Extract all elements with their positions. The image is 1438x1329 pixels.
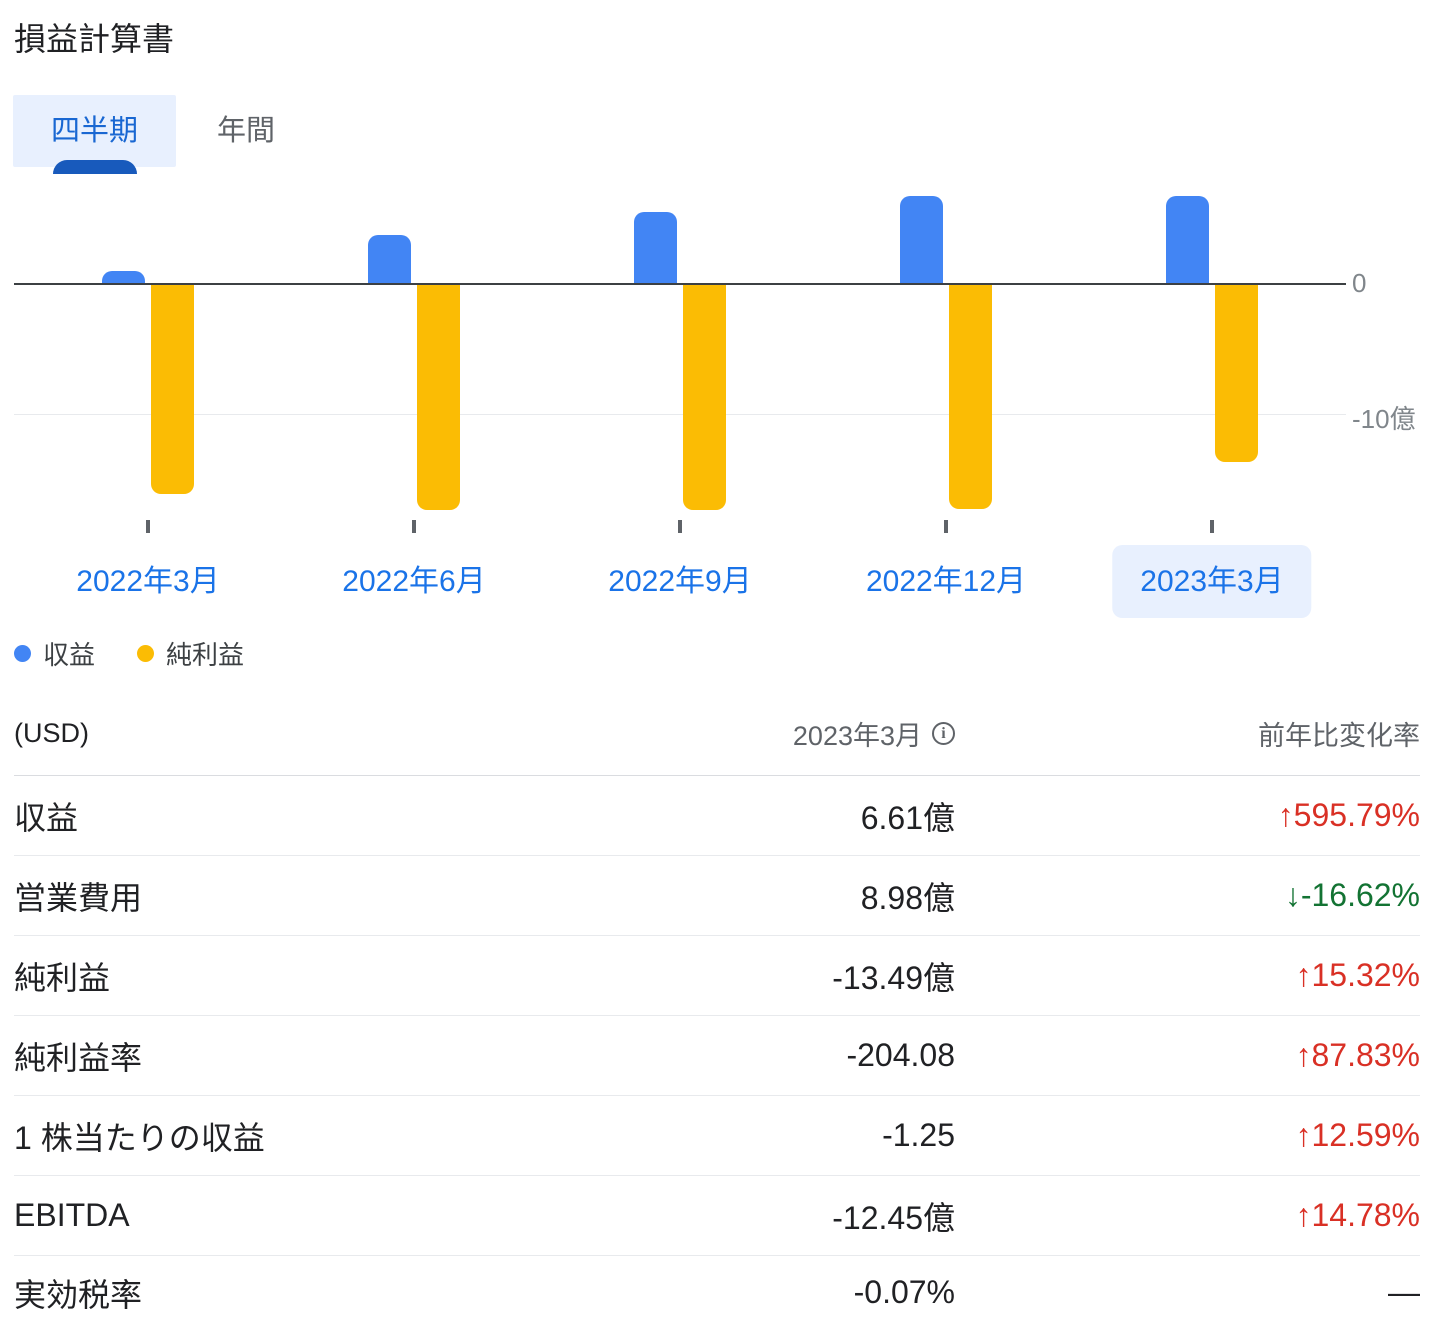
row-label: 実効税率 [14, 1276, 143, 1313]
legend-item-revenue: 収益 [14, 635, 95, 672]
tab-quarterly-label: 四半期 [50, 115, 138, 147]
chart-legend: 収益 純利益 [14, 635, 244, 672]
row-label: 純利益率 [14, 1039, 143, 1076]
bar-net-income-0 [151, 285, 194, 494]
row-value: 6.61億 [860, 799, 955, 836]
legend-dot-revenue [14, 645, 31, 662]
page-title: 損益計算書 [14, 21, 175, 57]
row-label: 純利益 [14, 959, 111, 996]
table-body: 収益 6.61億 ↑595.79% 営業費用 8.98億 ↓-16.62% 純利益 -13.4… [14, 776, 1420, 1329]
change-column-header: 前年比変化率 [1258, 721, 1420, 751]
row-label: EBITDA [14, 1197, 130, 1233]
zero-axis-line [14, 283, 1346, 285]
y-axis-label-zero: 0 [1352, 268, 1367, 298]
legend-label-net-income: 純利益 [166, 640, 245, 670]
row-change: ↑595.79% [1277, 797, 1420, 833]
row-value: -0.07% [853, 1274, 955, 1310]
table-row-1: 営業費用 8.98億 ↓-16.62% [14, 856, 1420, 936]
period-column-header: 2023年3月 i [435, 714, 955, 753]
row-change: ↓-16.62% [1284, 877, 1420, 913]
x-tick-2 [678, 520, 682, 533]
table-row-2: 純利益 -13.49億 ↑15.32% [14, 936, 1420, 1016]
gridline-neg10 [14, 414, 1346, 415]
bar-revenue-2 [634, 211, 677, 283]
bar-net-income-2 [683, 285, 726, 511]
row-change: — [1388, 1274, 1420, 1310]
currency-label: (USD) [14, 718, 89, 748]
row-value: -13.49億 [832, 959, 955, 996]
period-tabs: 四半期 年間 [13, 95, 285, 174]
row-value: -12.45億 [832, 1199, 955, 1236]
bar-revenue-4 [1166, 196, 1209, 283]
row-change: ↑12.59% [1295, 1117, 1420, 1153]
row-value: 8.98億 [860, 879, 955, 916]
x-label-2[interactable]: 2022年9月 [608, 565, 752, 598]
x-tick-1 [412, 520, 416, 533]
bar-revenue-0 [102, 270, 145, 283]
tab-annual[interactable]: 年間 [207, 95, 285, 167]
row-value: -204.08 [846, 1037, 955, 1073]
bar-chart: 0 -10億 2022年3月 2022年6月 2022年9月 2022年12月 2023… [0, 180, 1438, 680]
bar-net-income-3 [949, 285, 992, 509]
table-row-5: EBITDA -12.45億 ↑14.78% [14, 1176, 1420, 1256]
bar-revenue-3 [900, 195, 943, 283]
table-row-3: 純利益率 -204.08 ↑87.83% [14, 1016, 1420, 1096]
row-value: -1.25 [882, 1117, 955, 1153]
row-label: 1 株当たりの収益 [14, 1119, 265, 1156]
bar-net-income-4 [1215, 285, 1258, 462]
x-label-3[interactable]: 2022年12月 [865, 565, 1027, 598]
x-label-4[interactable]: 2023年3月 [1112, 545, 1312, 618]
table-row-6: 実効税率 -0.07% — [14, 1256, 1420, 1329]
bar-net-income-1 [417, 285, 460, 511]
financials-table: (USD) 2023年3月 i 前年比変化率 収益 6.61億 ↑595.79% 営業… [14, 692, 1420, 1329]
period-label: 2023年3月 [792, 721, 922, 751]
x-tick-3 [944, 520, 948, 533]
row-label: 収益 [14, 799, 79, 836]
table-row-0: 収益 6.61億 ↑595.79% [14, 776, 1420, 856]
x-tick-0 [146, 520, 150, 533]
legend-label-revenue: 収益 [43, 640, 96, 670]
x-label-1[interactable]: 2022年6月 [342, 565, 486, 598]
x-label-0[interactable]: 2022年3月 [76, 565, 220, 598]
row-change: ↑14.78% [1295, 1197, 1420, 1233]
legend-dot-net-income [137, 645, 155, 662]
table-header-row: (USD) 2023年3月 i 前年比変化率 [14, 692, 1420, 776]
y-axis-label-neg10: -10億 [1352, 404, 1416, 434]
row-change: ↑87.83% [1295, 1037, 1420, 1073]
bar-revenue-1 [368, 235, 411, 283]
row-label: 営業費用 [14, 879, 143, 916]
x-tick-4 [1210, 520, 1214, 533]
tab-selected-indicator [52, 160, 137, 174]
tab-quarterly[interactable]: 四半期 [13, 95, 176, 174]
row-change: ↑15.32% [1295, 957, 1420, 993]
info-icon[interactable]: i [932, 722, 955, 745]
table-row-4: 1 株当たりの収益 -1.25 ↑12.59% [14, 1096, 1420, 1176]
tab-annual-label: 年間 [217, 115, 276, 147]
legend-item-net-income: 純利益 [137, 635, 244, 672]
